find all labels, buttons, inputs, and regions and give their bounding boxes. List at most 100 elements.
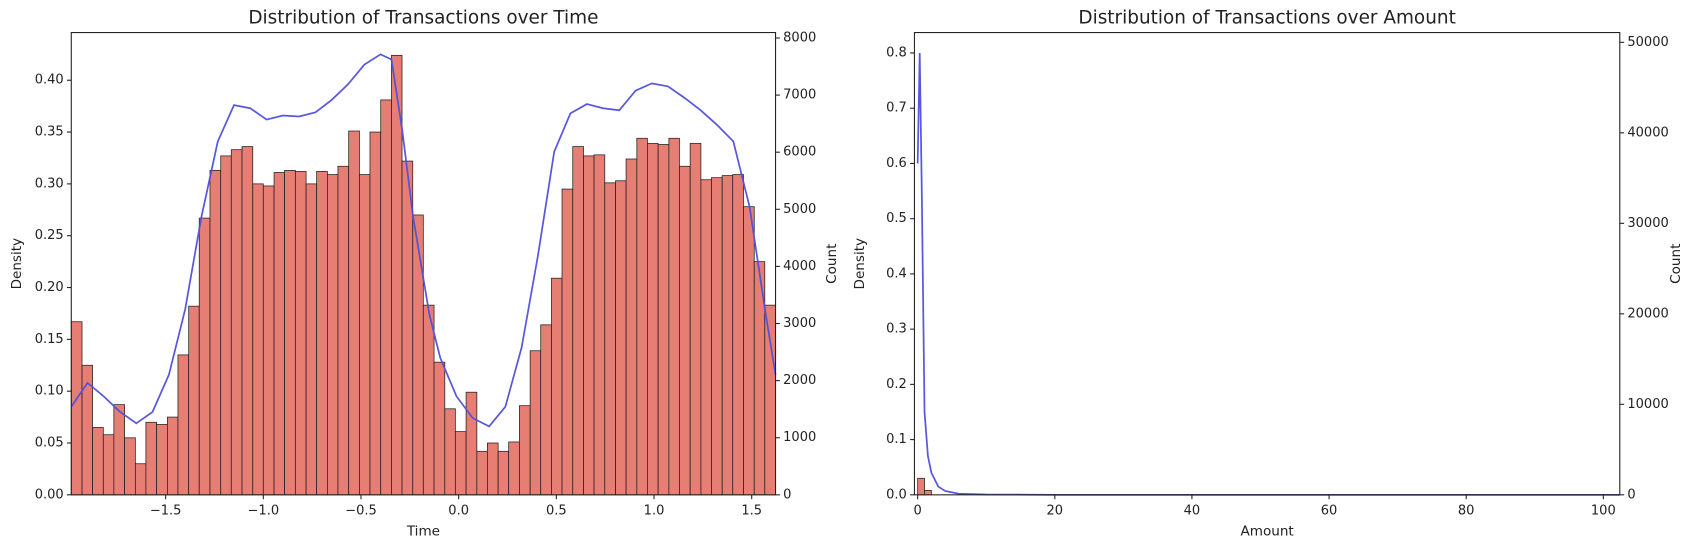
bar — [220, 155, 232, 496]
y2-axis-label: Count — [1668, 244, 1684, 284]
y-tick-label: 0.05 — [35, 436, 64, 451]
y-axis-label: Density — [9, 238, 25, 290]
bar — [262, 185, 275, 496]
bar — [721, 175, 734, 496]
bar — [92, 427, 104, 496]
bar — [230, 149, 243, 496]
bar — [917, 477, 925, 496]
x-tick-label: 20 — [1047, 504, 1064, 519]
bar — [615, 180, 627, 496]
x-tick-label: −0.5 — [345, 504, 377, 519]
x-tick-label: 100 — [1591, 504, 1616, 519]
x-tick-label: 60 — [1321, 504, 1338, 519]
y2-tick-label: 30000 — [1627, 216, 1668, 231]
bar — [604, 182, 616, 496]
y2-tick-label: 0 — [1627, 487, 1635, 502]
y-tick-label: 0.0 — [886, 487, 907, 502]
bar — [529, 350, 542, 496]
x-axis-label: Amount — [1240, 524, 1293, 540]
y-tick-label: 0.30 — [35, 176, 64, 191]
bar — [433, 361, 446, 496]
bar — [508, 441, 520, 496]
bar — [593, 154, 606, 496]
y2-tick-label: 4000 — [783, 259, 816, 274]
bar — [305, 183, 318, 496]
bar — [209, 170, 222, 496]
y-axis-label: Density — [852, 238, 868, 290]
bar — [177, 354, 190, 496]
bar — [422, 304, 435, 496]
bar — [284, 170, 296, 496]
y2-tick-label: 40000 — [1627, 125, 1668, 140]
x-tick-label: 0.0 — [448, 504, 469, 519]
bar — [636, 137, 648, 496]
bar — [700, 179, 712, 496]
kde-line — [70, 53, 777, 428]
x-tick-label: 0.5 — [546, 504, 567, 519]
y-tick-label: 0.20 — [35, 280, 64, 295]
x-tick-label: 40 — [1184, 504, 1201, 519]
bar — [134, 463, 147, 496]
bar — [711, 177, 723, 496]
y-tick-label: 0.6 — [886, 156, 907, 171]
bar — [497, 450, 510, 496]
bar — [316, 171, 328, 496]
bar — [124, 437, 136, 496]
bar — [487, 442, 499, 496]
bar — [444, 408, 456, 496]
axes-frame — [70, 32, 777, 496]
bar — [327, 174, 339, 496]
x-tick-label: −1.5 — [150, 504, 182, 519]
y2-tick-label: 6000 — [783, 145, 816, 160]
bar — [679, 165, 691, 496]
y-tick-label: 0.4 — [886, 266, 907, 281]
bar — [145, 421, 158, 496]
bar — [70, 321, 83, 496]
y2-tick-label: 7000 — [783, 88, 816, 103]
y-tick-label: 0.40 — [35, 73, 64, 88]
bar — [198, 217, 211, 496]
bar — [732, 174, 744, 496]
x-tick-label: 80 — [1458, 504, 1475, 519]
y-tick-label: 0.00 — [35, 487, 64, 502]
bar — [924, 490, 932, 496]
y2-tick-label: 0 — [783, 487, 791, 502]
bar — [476, 450, 488, 496]
bar — [102, 434, 115, 496]
y-tick-label: 0.5 — [886, 211, 907, 226]
x-tick-label: 0 — [914, 504, 922, 519]
bar — [273, 172, 285, 496]
bar — [294, 171, 307, 496]
chart-title: Distribution of Transactions over Amount — [1078, 7, 1455, 28]
bar — [583, 155, 595, 496]
y2-axis-label: Count — [824, 244, 840, 284]
bar — [337, 165, 350, 496]
x-axis-label: Time — [406, 524, 440, 540]
x-tick-label: 1.0 — [644, 504, 665, 519]
y-tick-label: 0.3 — [886, 322, 907, 337]
y2-tick-label: 20000 — [1627, 306, 1668, 321]
kde-line — [916, 52, 1620, 496]
bar — [348, 130, 360, 496]
bar — [401, 160, 414, 496]
y-tick-label: 0.8 — [886, 45, 907, 60]
bar — [519, 405, 531, 496]
bar — [241, 146, 254, 496]
bar — [572, 146, 584, 496]
y2-tick-label: 2000 — [783, 373, 816, 388]
y2-tick-label: 1000 — [783, 430, 816, 445]
y-tick-label: 0.1 — [886, 432, 907, 447]
bar — [625, 158, 638, 496]
bar — [561, 188, 574, 496]
y2-tick-label: 10000 — [1627, 397, 1668, 412]
bar — [647, 143, 659, 496]
x-tick-label: −1.0 — [248, 504, 280, 519]
bar — [380, 99, 392, 496]
bar — [465, 391, 478, 496]
y-tick-label: 0.15 — [35, 332, 64, 347]
bar — [657, 144, 670, 496]
y-tick-label: 0.10 — [35, 384, 64, 399]
bar — [369, 131, 382, 496]
y-tick-label: 0.2 — [886, 377, 907, 392]
